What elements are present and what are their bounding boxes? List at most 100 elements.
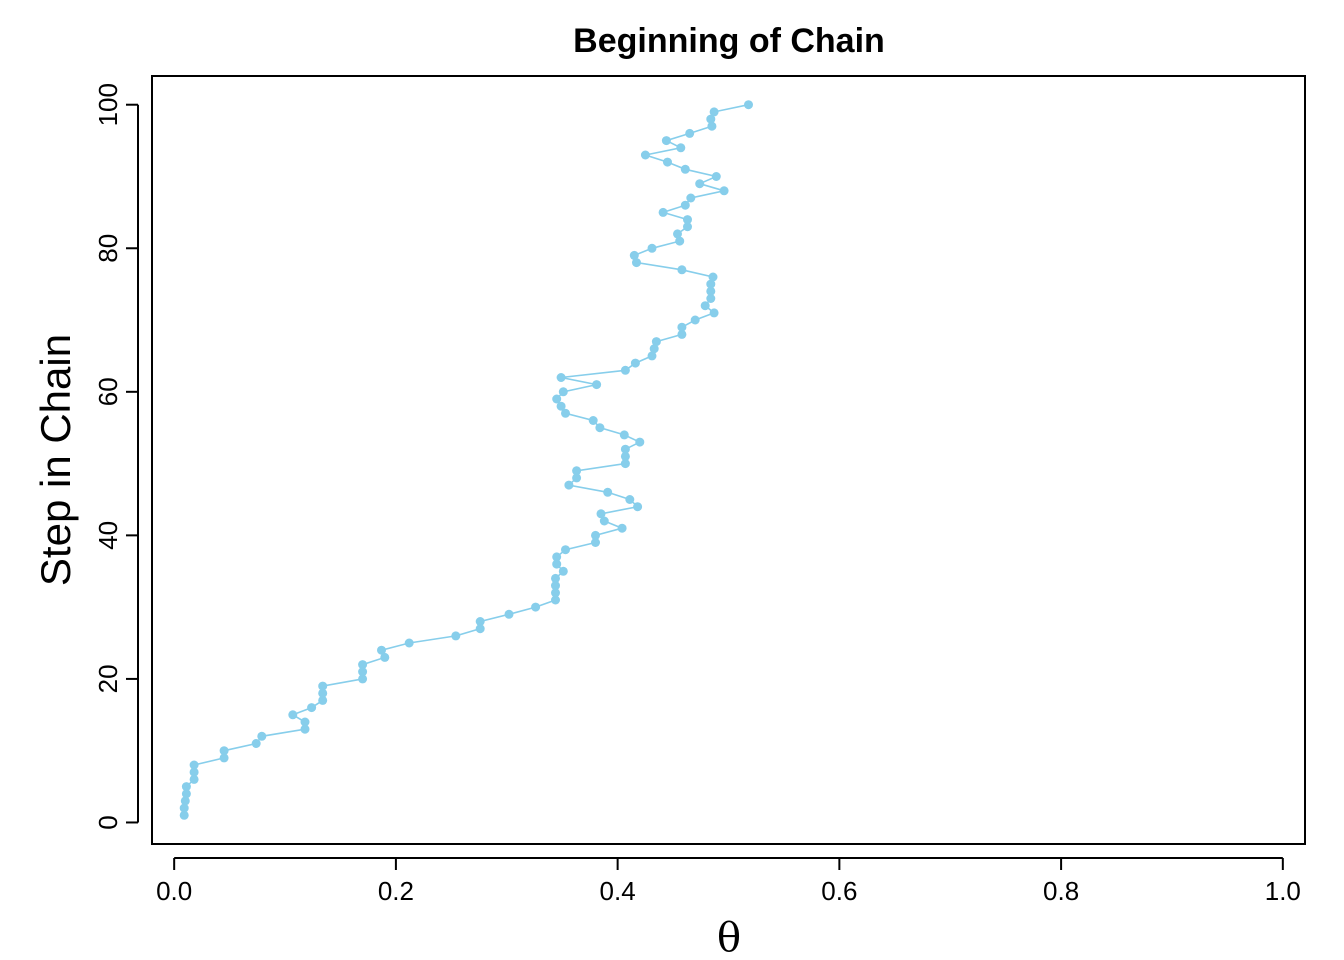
data-point: [677, 329, 687, 339]
data-point: [551, 581, 560, 591]
data-point: [675, 236, 685, 246]
data-point: [572, 466, 582, 476]
y-tick-label: 80: [93, 234, 123, 263]
data-point: [706, 279, 716, 289]
data-point: [307, 703, 317, 713]
data-point: [475, 624, 485, 634]
data-point: [564, 480, 574, 490]
data-point: [591, 538, 600, 547]
data-point: [663, 157, 672, 167]
data-point: [683, 215, 692, 225]
data-point: [707, 121, 717, 131]
data-point: [558, 387, 568, 397]
data-point: [706, 286, 716, 296]
data-point: [551, 588, 560, 598]
data-point: [358, 660, 368, 670]
data-point: [300, 724, 310, 734]
data-point: [531, 602, 541, 612]
data-point: [625, 495, 635, 504]
data-point: [189, 760, 199, 770]
data-point: [620, 444, 630, 454]
data-point: [635, 437, 645, 447]
series-points: [179, 100, 753, 820]
data-point: [504, 609, 514, 619]
data-point: [558, 566, 568, 576]
data-point: [219, 753, 229, 763]
data-point: [219, 746, 229, 756]
y-axis-label: Step in Chain: [32, 334, 79, 586]
data-point: [181, 782, 191, 792]
data-point: [595, 423, 605, 433]
data-point: [619, 430, 629, 440]
x-tick-label: 1.0: [1265, 876, 1301, 906]
data-point: [700, 301, 710, 311]
x-tick-label: 0.6: [821, 876, 857, 906]
y-tick-label: 100: [93, 83, 123, 126]
x-tick-label: 0.8: [1043, 876, 1079, 906]
data-point: [620, 365, 630, 375]
data-point: [189, 767, 199, 777]
data-point: [318, 681, 328, 691]
data-point: [677, 265, 687, 275]
chart-title: Beginning of Chain: [573, 22, 885, 60]
data-point: [179, 810, 189, 820]
data-point: [180, 796, 190, 806]
data-point: [358, 674, 368, 684]
data-point: [708, 272, 718, 282]
data-point: [251, 739, 261, 748]
data-point: [686, 193, 696, 203]
data-point: [475, 617, 485, 626]
data-point: [744, 100, 753, 110]
data-point: [706, 294, 716, 303]
y-tick-label: 60: [93, 377, 123, 406]
x-axis: 0.0 0.2 0.4 0.6 0.8 1.0: [156, 857, 1301, 906]
data-point: [599, 516, 609, 526]
data-point: [179, 803, 189, 813]
data-point: [588, 416, 598, 425]
data-point: [685, 128, 695, 138]
data-point: [617, 523, 627, 533]
data-point: [561, 408, 570, 418]
data-point: [673, 229, 682, 239]
data-point: [676, 143, 686, 153]
plot-frame: [151, 75, 1306, 845]
y-axis: 0 20 40 60 80 100: [93, 83, 139, 830]
y-tick-label: 0: [93, 815, 123, 829]
data-point: [552, 552, 562, 562]
data-point: [552, 559, 562, 569]
data-point: [649, 344, 659, 354]
y-tick-label: 40: [93, 521, 123, 550]
data-point: [556, 373, 566, 382]
data-point: [647, 243, 657, 253]
data-point: [629, 250, 639, 260]
x-tick-label: 0.0: [156, 876, 192, 906]
data-point: [620, 459, 630, 469]
data-point: [658, 207, 668, 217]
data-point: [556, 401, 566, 411]
data-point: [680, 164, 690, 174]
data-point: [257, 731, 267, 741]
data-point: [706, 114, 716, 124]
data-point: [603, 487, 613, 497]
data-point: [300, 717, 310, 727]
data-point: [630, 358, 640, 368]
data-point: [695, 179, 705, 189]
data-point: [551, 595, 560, 605]
data-point: [677, 322, 687, 332]
data-point: [680, 200, 690, 210]
data-point: [561, 545, 570, 555]
data-point: [633, 502, 643, 512]
data-point: [640, 150, 650, 160]
data-point: [189, 774, 199, 784]
data-point: [451, 631, 461, 641]
data-point: [592, 380, 602, 390]
data-point: [661, 136, 671, 146]
data-point: [690, 315, 700, 325]
x-tick-label: 0.2: [378, 876, 414, 906]
data-point: [719, 186, 729, 196]
data-point: [551, 573, 560, 583]
y-tick-label: 20: [93, 664, 123, 693]
data-point: [380, 652, 390, 662]
data-point: [552, 394, 562, 404]
data-point: [318, 695, 328, 705]
